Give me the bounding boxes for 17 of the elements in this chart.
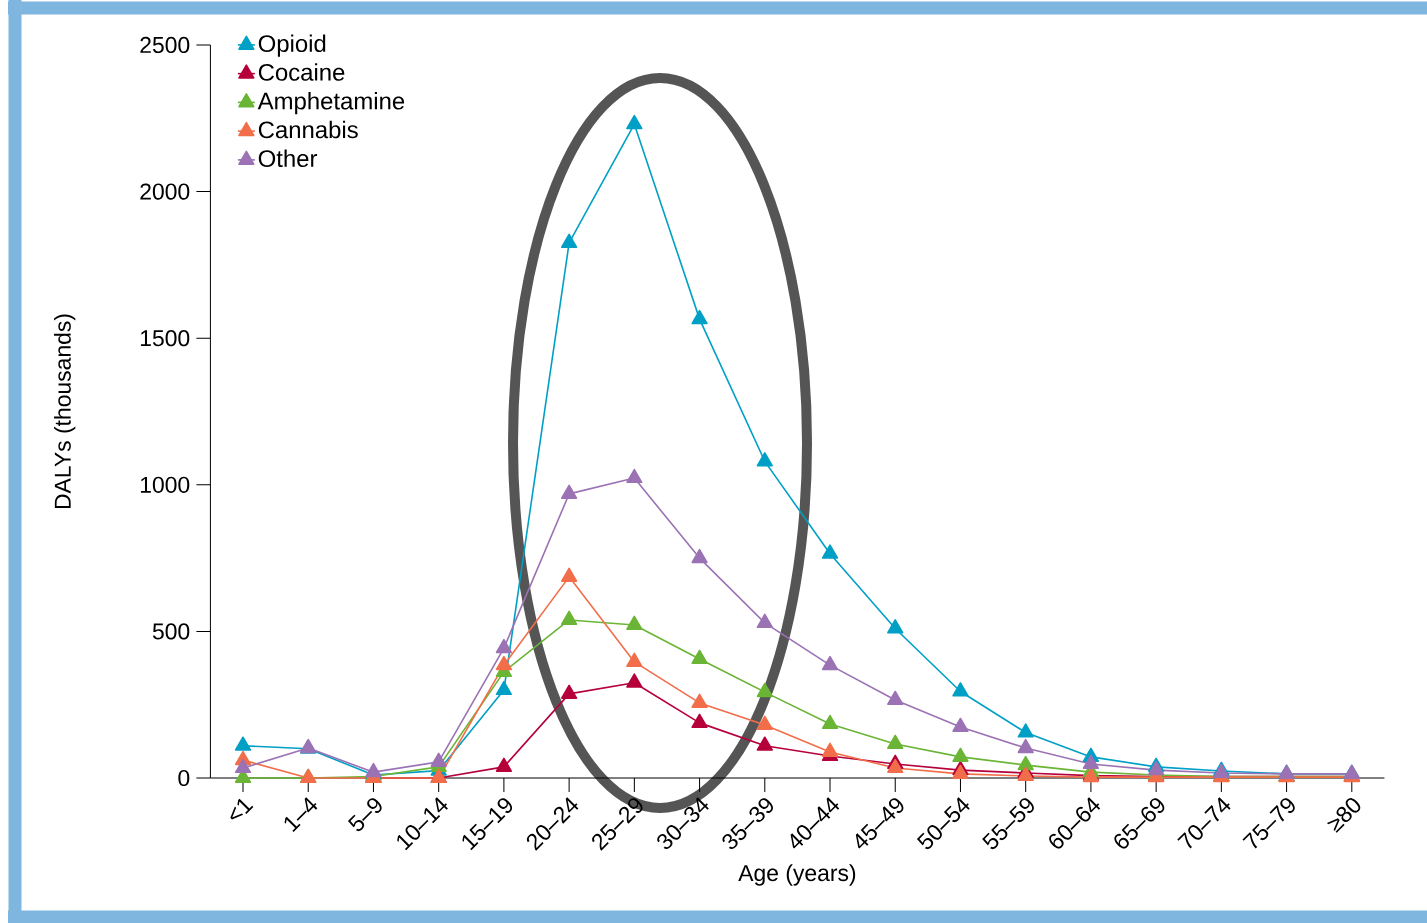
legend-label: Opioid (258, 34, 326, 57)
y-axis-title: DALYs (thousands) (54, 314, 76, 509)
x-tick-label: ≥80 (1326, 798, 1361, 833)
y-tick-label: 1500 (140, 330, 190, 347)
y-tick-label: 500 (152, 623, 190, 640)
x-tick-label: 1–4 (284, 797, 318, 833)
legend-label: Other (258, 149, 318, 168)
y-tick-label: 2000 (140, 183, 190, 200)
x-tick-label: 5–9 (347, 798, 382, 832)
x-tick-label: <1 (230, 798, 254, 820)
legend-label: Cocaine (258, 63, 345, 81)
y-tick-label: 1000 (140, 476, 190, 493)
y-tick-label: 0 (178, 769, 190, 787)
x-axis-title: Age (years) (738, 864, 856, 886)
legend-label: Cannabis (258, 120, 358, 139)
legend-label: Amphetamine (257, 92, 405, 115)
y-tick-label: 2500 (140, 36, 190, 54)
